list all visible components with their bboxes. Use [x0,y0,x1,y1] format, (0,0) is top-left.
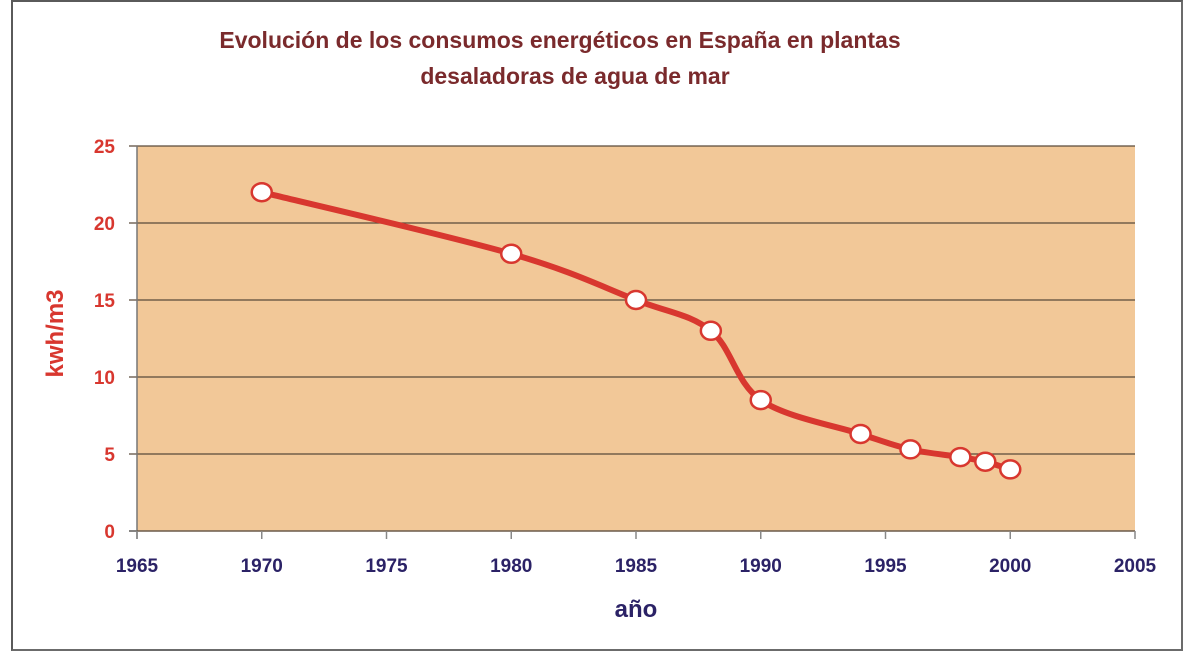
chart-title-line-1: Evolución de los consumos energéticos en… [219,27,901,53]
x-tick-label: 1970 [241,556,283,577]
data-point-2000 [999,459,1022,480]
data-point-1985 [624,289,648,311]
x-tick-labels: 1965 1970 1975 1980 1985 1990 1995 2000 2005 [116,556,1157,577]
y-tick-labels: 0 5 10 15 20 25 [94,137,116,543]
data-point-1994 [849,423,872,445]
chart-frame [11,0,1183,651]
data-point-1990 [749,389,772,411]
x-tick-label: 1980 [490,556,532,577]
y-tick-label: 25 [94,137,116,158]
y-tick-label: 15 [94,291,116,312]
chart-title: Evolución de los consumos energéticos en… [0,22,1120,94]
y-axis-label: kwh/m3 [42,289,69,377]
y-tick-label: 10 [94,368,115,389]
y-tick-label: 5 [104,445,115,466]
data-point-1996 [899,439,922,460]
x-tick-label: 1990 [740,556,782,577]
x-tick-label: 1965 [116,556,159,577]
series-group [250,181,1022,480]
data-point-1998 [949,446,972,468]
data-point-1980 [500,243,523,265]
x-tick-label: 1995 [864,556,907,577]
x-tick-label: 2000 [989,556,1031,577]
plot-area [137,146,1135,531]
x-tick-label: 1985 [615,556,658,577]
axes [129,146,1136,539]
x-tick-label: 1975 [365,556,408,577]
chart-title-line-2: desaladoras de agua de mar [420,63,730,89]
data-point-1999 [974,451,997,472]
x-axis-label: año [615,596,658,623]
data-point-1970 [250,181,273,203]
y-tick-label: 0 [104,522,115,543]
x-tick-label: 2005 [1114,556,1157,577]
y-tick-label: 20 [94,214,115,235]
data-point-1988 [699,320,723,342]
